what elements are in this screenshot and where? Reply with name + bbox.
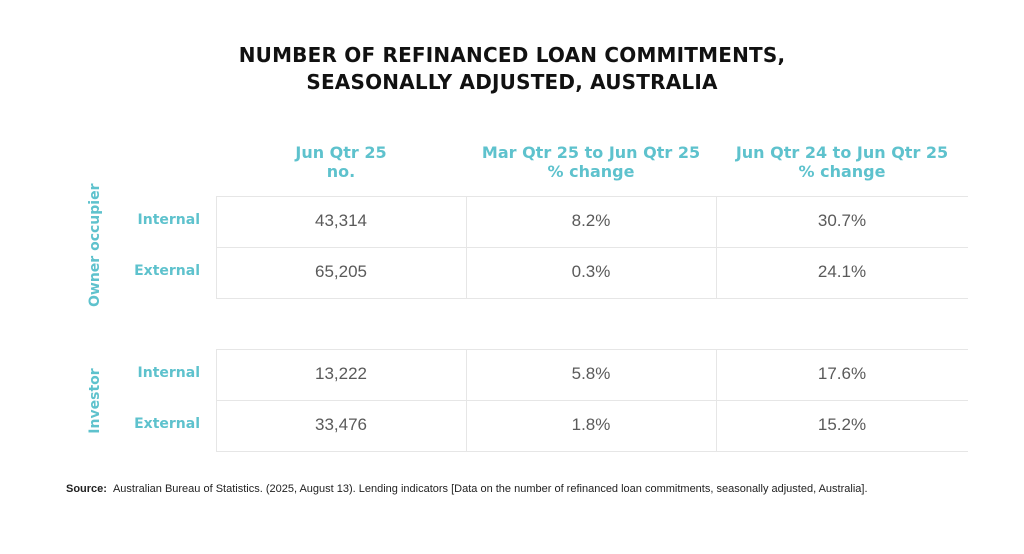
source-note: Source: Australian Bureau of Statistics. … (66, 483, 868, 495)
column-header-jun-qtr-25: Jun Qtr 25 no. (216, 143, 466, 181)
grid-line (216, 196, 968, 197)
table-cell: 0.3% (571, 262, 611, 281)
chart-title-line-2: SEASONALLY ADJUSTED, AUSTRALIA (306, 70, 718, 94)
table-cell: 13,222 (315, 364, 367, 383)
table-cell: 30.7% (817, 211, 867, 230)
column-header-line: % change (547, 162, 635, 181)
row-label-investor-internal: Internal (137, 365, 200, 381)
column-header-line: no. (326, 162, 356, 181)
table-cell: 5.8% (571, 364, 611, 383)
column-header-line: Mar Qtr 25 to Jun Qtr 25 (481, 143, 701, 162)
column-header-line: % change (798, 162, 886, 181)
table-cell: 43,314 (315, 211, 367, 230)
group-label-owner-occupier: Owner occupier (87, 183, 103, 307)
column-header-line: Jun Qtr 24 to Jun Qtr 25 (735, 143, 949, 162)
row-label-owner-external: External (134, 263, 200, 279)
grid-line (216, 196, 217, 299)
source-label: Source: (66, 483, 107, 495)
table-cell: 33,476 (315, 415, 367, 434)
grid-line (216, 349, 968, 350)
row-label-investor-external: External (134, 416, 200, 432)
grid-line (466, 349, 467, 452)
table-cell: 65,205 (315, 262, 367, 281)
table-cell: 17.6% (817, 364, 867, 383)
grid-line (216, 298, 968, 299)
table-cell: 1.8% (571, 415, 611, 434)
grid-line (216, 349, 217, 452)
group-label-investor: Investor (87, 368, 103, 434)
source-text: Australian Bureau of Statistics. (2025, … (112, 483, 868, 495)
column-header-quarterly-change: Mar Qtr 25 to Jun Qtr 25 % change (466, 143, 716, 181)
chart-title: NUMBER OF REFINANCED LOAN COMMITMENTS, S… (0, 42, 1024, 96)
grid-line (716, 349, 717, 452)
row-label-owner-internal: Internal (137, 212, 200, 228)
chart-title-line-1: NUMBER OF REFINANCED LOAN COMMITMENTS, (238, 43, 786, 67)
grid-line (216, 451, 968, 452)
table-cell: 8.2% (571, 211, 611, 230)
grid-line (466, 196, 467, 299)
column-header-annual-change: Jun Qtr 24 to Jun Qtr 25 % change (716, 143, 968, 181)
column-header-line: Jun Qtr 25 (295, 143, 387, 162)
table-cell: 15.2% (817, 415, 867, 434)
table-cell: 24.1% (817, 262, 867, 281)
grid-line (716, 196, 717, 299)
grid-line (216, 400, 968, 401)
grid-line (216, 247, 968, 248)
